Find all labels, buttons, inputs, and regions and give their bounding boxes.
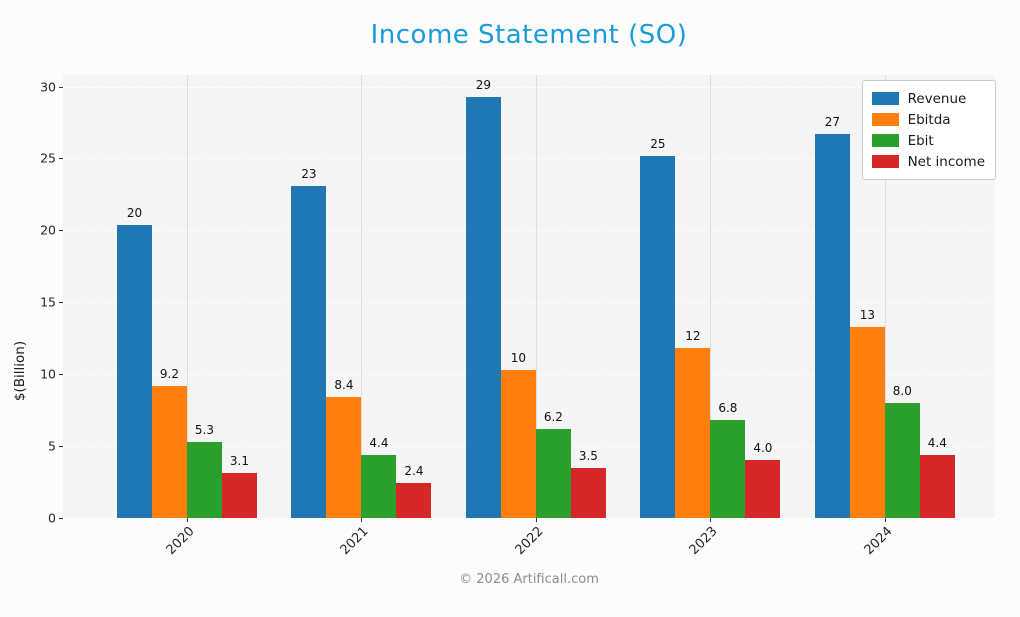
legend: Revenue Ebitda Ebit Net income (861, 80, 996, 180)
y-tick-label: 0 (48, 510, 56, 526)
bar-revenue-2024 (814, 133, 850, 518)
bar-ebitda-2023 (675, 348, 711, 518)
bar-value-label: 3.1 (229, 454, 249, 469)
y-tick-mark (59, 302, 63, 304)
bar-net-income-2024 (919, 454, 955, 518)
legend-label: Revenue (907, 90, 967, 107)
x-gridline (361, 75, 363, 518)
bar-value-label: 2.4 (404, 464, 424, 479)
x-gridline (884, 75, 886, 518)
y-gridline (63, 230, 995, 232)
x-tick-mark (884, 518, 886, 522)
bar-net-income-2022 (570, 467, 606, 518)
bar-value-label: 25 (650, 136, 666, 151)
bar-value-label: 4.0 (753, 441, 773, 456)
bar-value-label: 23 (301, 166, 317, 181)
legend-label: Net income (907, 153, 985, 170)
bar-value-label: 8.4 (334, 378, 354, 393)
y-tick-mark (59, 158, 63, 160)
y-gridline (63, 158, 995, 160)
footer-credit: © 2026 Artificall.com (459, 572, 599, 587)
bar-ebitda-2021 (326, 397, 362, 518)
legend-swatch-revenue (871, 92, 899, 105)
x-tick-label-2023: 2023 (686, 524, 721, 559)
bar-net-income-2023 (745, 460, 781, 518)
y-tick-label: 20 (40, 222, 56, 238)
y-tick-mark (59, 230, 63, 232)
bar-revenue-2021 (291, 185, 327, 518)
legend-label: Ebit (907, 132, 934, 149)
plot-area: $(Billion) Revenue Ebitda Ebit Net income 2… (12, 75, 996, 519)
x-tick-label-2020: 2020 (163, 524, 198, 559)
legend-label: Ebitda (907, 111, 951, 128)
bar-net-income-2021 (396, 483, 432, 518)
bar-ebit-2021 (361, 454, 397, 518)
bar-value-label: 27 (824, 114, 840, 129)
y-tick-mark (59, 86, 63, 88)
y-tick-label: 10 (40, 366, 56, 382)
bar-value-label: 5.3 (194, 422, 214, 437)
legend-item-revenue: Revenue (871, 88, 985, 109)
y-tick-label: 30 (40, 79, 56, 94)
legend-item-ebitda: Ebitda (871, 109, 985, 130)
x-tick-mark (186, 518, 188, 522)
y-gridline (63, 518, 995, 519)
bar-value-label: 3.5 (578, 448, 598, 463)
bar-value-label: 8.0 (892, 383, 912, 398)
bar-value-label: 6.2 (543, 409, 563, 424)
bar-value-label: 20 (126, 205, 143, 220)
bar-value-label: 6.8 (718, 401, 738, 416)
bar-value-label: 9.2 (159, 366, 179, 381)
bar-ebit-2022 (535, 428, 571, 518)
bar-value-label: 10 (510, 350, 527, 365)
bar-ebit-2020 (186, 441, 222, 518)
legend-item-net-income: Net income (871, 151, 985, 172)
x-tick-mark (710, 518, 712, 522)
y-tick-label: 15 (40, 294, 56, 310)
x-tick-mark (535, 518, 537, 522)
bar-ebit-2023 (710, 420, 746, 518)
y-tick-mark (59, 446, 63, 448)
bar-value-label: 13 (859, 307, 875, 322)
legend-swatch-net-income (871, 155, 899, 168)
bar-net-income-2020 (221, 473, 257, 518)
y-tick-label: 25 (40, 150, 56, 166)
x-tick-label-2021: 2021 (338, 524, 373, 559)
chart-title: Income Statement (SO) (370, 20, 688, 50)
x-gridline (186, 75, 188, 518)
bar-revenue-2020 (116, 224, 152, 518)
x-gridline (535, 75, 537, 518)
y-tick-mark (59, 518, 63, 519)
bar-value-label: 4.4 (927, 435, 947, 450)
y-gridline (63, 86, 995, 88)
legend-swatch-ebitda (871, 113, 899, 126)
y-tick-mark (59, 374, 63, 376)
bar-ebitda-2024 (849, 326, 885, 518)
x-tick-label-2024: 2024 (861, 524, 896, 559)
bar-value-label: 29 (475, 77, 492, 92)
legend-swatch-ebit (871, 134, 899, 147)
x-tick-label-2022: 2022 (512, 524, 547, 559)
legend-item-ebit: Ebit (871, 130, 985, 151)
bar-value-label: 12 (685, 329, 701, 344)
bar-ebit-2024 (884, 402, 920, 518)
x-tick-mark (361, 518, 363, 522)
y-gridline (63, 302, 995, 304)
bar-value-label: 4.4 (369, 435, 389, 450)
bar-revenue-2022 (465, 96, 501, 518)
bar-revenue-2023 (640, 155, 676, 518)
bar-ebitda-2022 (500, 369, 536, 518)
bar-ebitda-2020 (151, 385, 187, 518)
y-tick-label: 5 (48, 438, 56, 454)
x-gridline (710, 75, 712, 518)
